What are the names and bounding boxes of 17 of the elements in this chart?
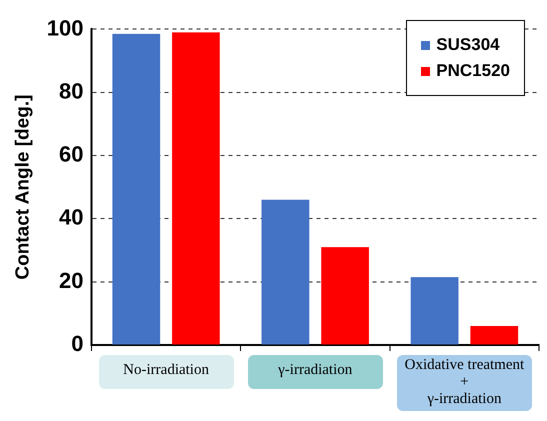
bar [410,277,458,344]
bar [262,200,310,344]
x-tick-label: No-irradiation [122,362,210,379]
legend-label: SUS304 [436,35,500,55]
y-tick-label: 40 [59,204,84,230]
bar [172,32,220,344]
y-axis-title: Contact Angle [deg.] [12,94,34,280]
y-tick-label: 80 [59,78,84,104]
y-tick-label: 60 [59,142,84,167]
x-tick-label: γ-irradiation [277,362,354,379]
y-tick-label: 100 [46,15,84,40]
bar [470,326,518,344]
legend-label: PNC1520 [436,61,510,81]
y-tick-label: 20 [59,268,84,293]
bar [112,34,160,344]
y-tick-label: 0 [71,331,84,356]
bar [321,247,369,344]
